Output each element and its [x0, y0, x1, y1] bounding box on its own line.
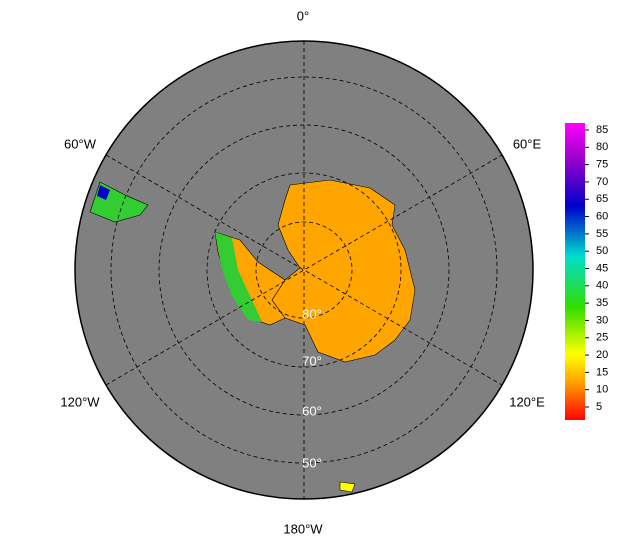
colorbar-tick-label: 20: [596, 349, 608, 361]
colorbar-tick-label: 15: [596, 366, 608, 378]
colorbar-tick-label: 40: [596, 280, 608, 292]
latitude-label: 60°: [302, 403, 322, 418]
colorbar-tick-label: 75: [596, 159, 608, 171]
longitude-label: 0°: [297, 8, 309, 23]
high-region: [97, 185, 110, 200]
east-antarctica: [271, 179, 416, 363]
meridian: [105, 154, 503, 386]
colorbar-tick-label: 80: [596, 141, 608, 153]
colorbar-gradient: [565, 123, 585, 420]
latitude-circle: [255, 221, 353, 319]
colorbar-tick-label: 65: [596, 193, 608, 205]
colorbar-tick-label: 45: [596, 262, 608, 274]
colorbar-tick-label: 50: [596, 245, 608, 257]
longitude-label: 180°W: [283, 521, 323, 536]
longitude-label: 60°E: [513, 136, 542, 151]
latitude-labels: 80° 70° 60° 50°: [302, 306, 322, 470]
colorbar-tick-label: 60: [596, 210, 608, 222]
peninsula-edge: [215, 232, 262, 322]
graticule: [105, 41, 503, 499]
island: [339, 481, 356, 493]
land: [89, 179, 416, 493]
latitude-label: 70°: [302, 353, 322, 368]
colorbar-ticks: 5 10 15 20 25 30 35 40 45 50 55 60 65 70 75 80 85: [585, 124, 608, 413]
longitude-label: 120°E: [509, 394, 545, 409]
latitude-label: 50°: [302, 455, 322, 470]
meridian: [105, 154, 503, 386]
colorbar-tick-label: 35: [596, 297, 608, 309]
longitude-label: 60°W: [64, 136, 97, 151]
colorbar: 5 10 15 20 25 30 35 40 45 50 55 60 65 70 75 80 85: [565, 123, 608, 420]
colorbar-tick-label: 10: [596, 384, 608, 396]
colorbar-tick-label: 85: [596, 124, 608, 136]
latitude-label: 80°: [302, 306, 322, 321]
longitude-labels: 0° 60°E 120°E 180°W 120°W 60°W: [60, 8, 545, 536]
colorbar-tick-label: 55: [596, 228, 608, 240]
colorbar-tick-label: 25: [596, 332, 608, 344]
colorbar-tick-label: 5: [596, 401, 602, 413]
latitude-circle: [206, 172, 402, 368]
colorbar-tick-label: 30: [596, 314, 608, 326]
longitude-label: 120°W: [60, 394, 100, 409]
colorbar-tick-label: 70: [596, 176, 608, 188]
